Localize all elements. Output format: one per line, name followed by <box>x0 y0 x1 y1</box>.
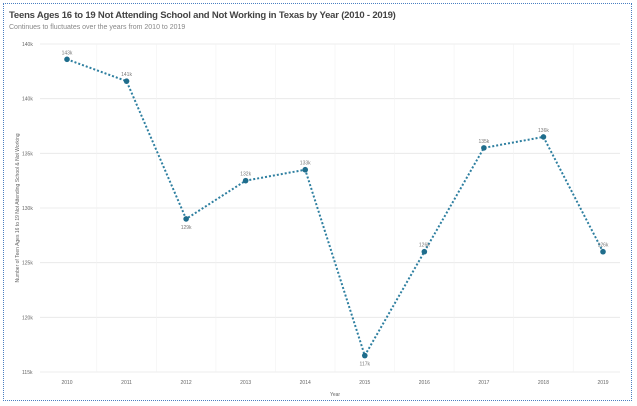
y-tick-label: 140k <box>22 42 33 48</box>
data-label: 117k <box>360 362 371 368</box>
data-point[interactable] <box>421 248 428 255</box>
data-label: 132k <box>240 172 251 178</box>
x-tick-label: 2010 <box>61 380 72 386</box>
data-point[interactable] <box>64 56 70 63</box>
x-tick-label: 2013 <box>240 380 251 386</box>
data-label: 135k <box>478 139 489 145</box>
chart-title: Teens Ages 16 to 19 Not Attending School… <box>9 10 396 21</box>
data-point[interactable] <box>361 352 368 359</box>
data-label: 129k <box>181 225 192 231</box>
x-tick-label: 2016 <box>419 380 430 386</box>
data-labels: 143k 141k 129k 132k 133k 117k 126k 135k 136k 126k <box>62 50 609 367</box>
data-label: 136k <box>538 128 549 134</box>
data-label: 126k <box>598 243 609 249</box>
x-tick-label: 2018 <box>538 380 549 386</box>
y-tick-label: 115k <box>22 370 33 376</box>
y-tick-label: 120k <box>22 315 33 321</box>
chart-frame <box>3 3 632 401</box>
series-polyline <box>66 58 604 359</box>
y-tick-label: 140k <box>22 97 33 103</box>
y-tick-label: 130k <box>22 206 33 212</box>
x-tick-label: 2012 <box>181 380 192 386</box>
chart-subtitle: Continues to fluctuates over the years f… <box>9 24 186 31</box>
data-point[interactable] <box>302 166 309 173</box>
data-point[interactable] <box>600 248 606 255</box>
data-label: 141k <box>121 72 132 78</box>
x-tick-label: 2015 <box>359 380 370 386</box>
data-point[interactable] <box>540 134 547 140</box>
y-axis-label: Number of Teen Ages 16 to 19 Not Attendi… <box>15 133 21 282</box>
y-tick-label: 135k <box>22 151 33 157</box>
data-label: 126k <box>419 243 430 249</box>
data-label: 143k <box>62 50 73 56</box>
data-points <box>64 56 606 359</box>
x-tick-label: 2011 <box>121 380 132 386</box>
x-tick-label: 2014 <box>300 380 311 386</box>
data-point[interactable] <box>481 145 487 151</box>
data-point[interactable] <box>123 78 130 84</box>
y-tick-label: 125k <box>22 261 33 267</box>
x-axis-ticks: 2010 2011 2012 2013 2014 2015 2016 2017 2018 2019 <box>61 380 608 386</box>
x-tick-label: 2017 <box>478 380 489 386</box>
y-axis-ticks: 140k 140k 135k 130k 125k 120k 115k <box>22 42 33 376</box>
data-label: 133k <box>300 161 311 167</box>
data-point[interactable] <box>242 177 249 184</box>
x-axis-label: Year <box>330 392 340 398</box>
x-tick-label: 2019 <box>597 380 608 386</box>
series-line <box>66 58 604 359</box>
gridlines <box>40 43 620 373</box>
data-point[interactable] <box>183 216 189 222</box>
